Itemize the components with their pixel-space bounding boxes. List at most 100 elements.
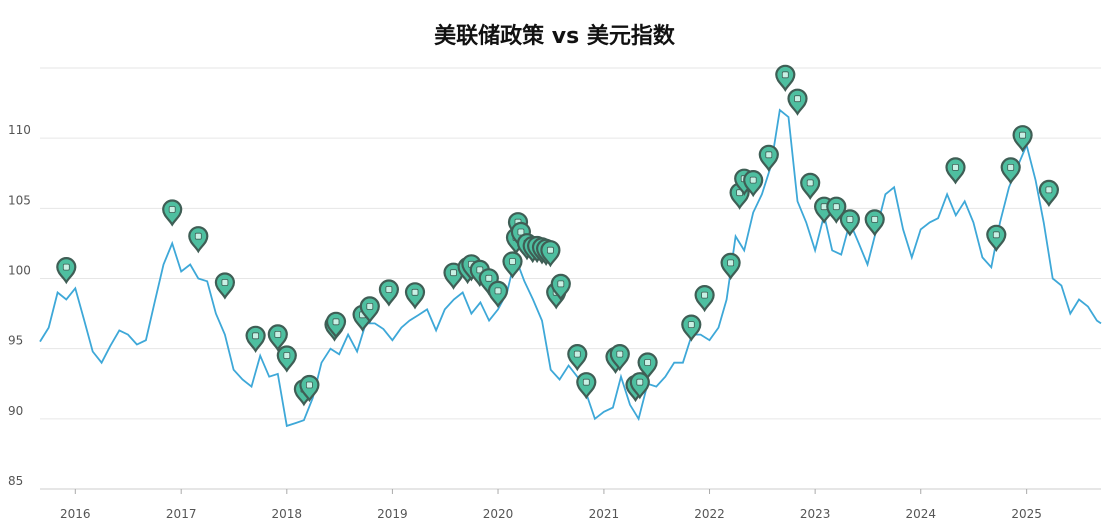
marker-center-dot [687,321,695,329]
fed-event-marker[interactable] [56,257,77,285]
fed-event-marker[interactable] [864,209,885,237]
marker-center-dot [366,302,374,310]
fed-event-marker[interactable] [540,240,561,268]
marker-center-dot [749,176,757,184]
marker-center-dot [794,95,801,103]
x-tick-label: 2022 [694,507,725,521]
y-tick-label: 110 [8,123,31,137]
marker-center-dot [871,215,879,223]
x-tick-label: 2016 [60,507,91,521]
fed-event-marker[interactable] [359,296,380,324]
x-tick-label: 2018 [272,507,303,521]
fed-event-marker[interactable] [609,344,630,372]
y-tick-label: 105 [8,193,31,207]
marker-center-dot [1019,131,1026,139]
y-tick-label: 100 [8,264,31,278]
marker-center-dot [781,71,789,79]
marker-center-dot [727,259,734,267]
marker-center-dot [517,228,525,236]
marker-center-dot [332,318,340,326]
marker-center-dot [992,231,1000,239]
marker-center-dot [644,359,651,366]
marker-center-dot [168,206,176,213]
fed-event-marker[interactable] [839,209,861,237]
fed-event-marker[interactable] [1000,157,1021,185]
fed-event-marker[interactable] [1038,179,1060,208]
y-axis-ticks: 85 90 95 100 105 110 [8,123,31,488]
marker-center-dot [476,266,484,274]
marker-center-dot [616,350,624,358]
fed-event-marker[interactable] [276,345,297,373]
x-tick-label: 2021 [589,507,620,521]
y-tick-label: 85 [8,474,23,488]
fed-event-marker[interactable] [267,324,288,352]
fed-event-marker[interactable] [787,88,808,116]
fed-event-marker[interactable] [299,374,320,403]
marker-center-dot [305,381,313,389]
fed-event-marker[interactable] [758,144,779,172]
marker-center-dot [450,269,457,277]
marker-center-dot [573,350,581,358]
marker-center-dot [846,215,854,223]
dxy-series-line [39,108,1102,428]
x-tick-label: 2019 [377,507,408,521]
x-tick-label: 2025 [1011,507,1042,521]
marker-center-dot [820,203,828,211]
marker-center-dot [194,232,202,240]
fed-event-marker[interactable] [637,352,658,380]
fed-event-marker[interactable] [567,344,588,372]
fed-event-marker[interactable] [681,314,702,342]
marker-center-dot [274,330,282,338]
marker-center-dot [557,280,565,288]
fed-event-marker[interactable] [378,279,399,307]
fed-event-marker[interactable] [214,272,235,300]
marker-center-dot [62,263,70,271]
marker-center-dot [832,203,840,211]
x-tick-label: 2017 [166,507,197,521]
fed-event-marker[interactable] [245,325,266,353]
marker-center-dot [485,274,493,282]
event-markers [56,64,1060,407]
x-tick-label: 2023 [800,507,831,521]
fed-event-marker[interactable] [325,311,347,339]
fed-event-marker[interactable] [800,172,821,201]
y-tick-label: 90 [8,404,23,418]
fed-event-marker[interactable] [775,64,796,92]
marker-center-dot [547,246,554,254]
marker-center-dot [765,151,773,159]
marker-center-dot [509,258,516,265]
chart-title: 美联储政策 vs 美元指数 [434,24,675,49]
fed-event-marker[interactable] [986,224,1007,252]
marker-center-dot [411,288,419,296]
fed-event-marker[interactable] [629,372,650,400]
marker-center-dot [1045,186,1053,194]
marker-center-dot [494,287,502,295]
fed-event-marker[interactable] [720,252,741,281]
marker-center-dot [701,291,708,299]
x-tick-label: 2024 [905,507,936,521]
fed-event-marker[interactable] [576,372,597,400]
marker-center-dot [221,279,229,286]
x-tick-label: 2020 [483,507,514,521]
fed-event-marker[interactable] [404,282,426,310]
marker-center-dot [385,286,393,293]
marker-center-dot [1007,163,1015,171]
fed-event-marker[interactable] [487,280,509,309]
fed-event-marker[interactable] [502,251,523,279]
marker-center-dot [806,179,814,187]
fed-event-marker[interactable] [550,273,571,302]
marker-center-dot [283,352,291,359]
marker-center-dot [252,332,260,340]
y-tick-label: 95 [8,334,23,348]
fed-event-marker[interactable] [188,226,209,254]
fed-event-marker[interactable] [945,157,966,185]
marker-center-dot [582,378,590,386]
fed-event-marker[interactable] [694,285,715,313]
x-axis-ticks: 2016 2017 2018 2019 2020 2021 2022 2023 2024 2025 [60,489,1042,521]
fed-event-marker[interactable] [743,170,764,198]
marker-center-dot [952,163,959,171]
marker-center-dot [636,378,644,386]
fed-event-marker[interactable] [162,199,183,227]
fed-event-marker[interactable] [1012,125,1033,153]
